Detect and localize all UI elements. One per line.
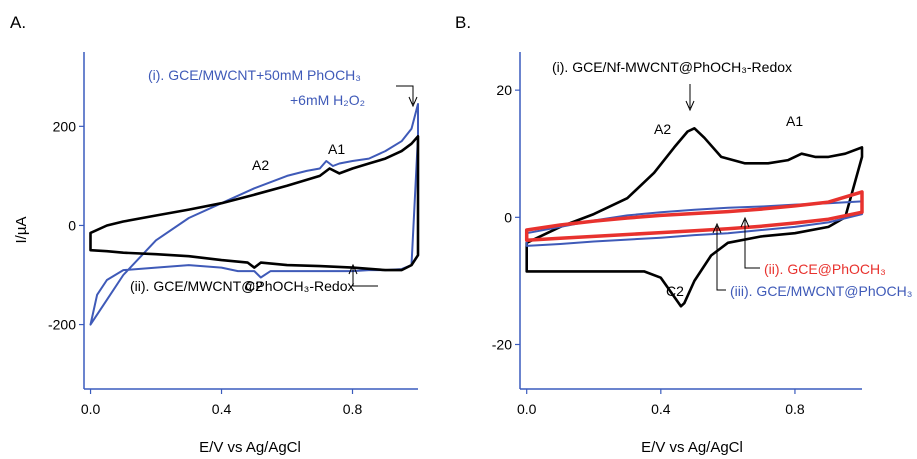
panel-b-y-tick-label: 0 (504, 209, 512, 225)
panel-a-series-1 (89, 135, 420, 272)
panel-b-annotation-ii: (ii). GCE@PhOCH₃ (764, 261, 886, 277)
panel-a-y-tick-label: 200 (53, 118, 77, 134)
panel-b-annotation-iii: (iii). GCE/MWCNT@PhOCH₃ (730, 283, 912, 299)
panel-b-series-0 (525, 127, 864, 308)
panel-a-x-tick-label: 0.4 (212, 401, 232, 417)
panel-a-series (89, 103, 420, 326)
panel-a-arrow-i (396, 85, 414, 104)
panel-a-label: A. (10, 13, 26, 32)
panel-a-peak-a1: A1 (328, 141, 345, 157)
panel-a-y-tick-label: 0 (68, 217, 76, 233)
panel-a-arrowhead-ii (348, 263, 358, 275)
panel-b-arrowhead-ii (740, 216, 750, 228)
panel-b-ticks: 0.0 0.4 0.8 -20 0 20 (492, 82, 805, 417)
panel-a-arrow-ii (352, 267, 378, 287)
panel-b-arrow-ii (744, 220, 760, 269)
panel-a-y-tick-label: -200 (48, 317, 76, 333)
panel-b-peak-a1: A1 (786, 113, 803, 129)
panel-b-y-tick-label: -20 (492, 336, 512, 352)
panel-b-x-tick-label: 0.0 (517, 401, 537, 417)
panel-b-peak-c2: C2 (666, 283, 684, 299)
panel-a-xlabel: E/V vs Ag/AgCl (199, 439, 301, 456)
panel-a-x-tick-label: 0.0 (81, 401, 101, 417)
panel-b-annotation-i: (i). GCE/Nf-MWCNT@PhOCH₃-Redox (552, 59, 792, 75)
panel-b-xlabel: E/V vs Ag/AgCl (641, 439, 743, 456)
panel-b-axes (519, 52, 862, 390)
panel-b-y-tick-label: 20 (496, 82, 512, 98)
panel-b-series-1 (525, 200, 863, 247)
panel-b-series-2 (524, 190, 864, 242)
panel-a-series-0 (89, 103, 419, 326)
panel-b-x-tick-label: 0.4 (651, 401, 671, 417)
panel-a: A. 0.0 0.4 0.8 -200 0 200 I/µA E/V vs Ag/AgCl… (10, 13, 420, 456)
panel-b-label: B. (455, 13, 471, 32)
panel-a-ylabel: I/µA (13, 217, 30, 244)
panel-b-arrow-iii (716, 226, 726, 291)
panel-b-peak-a2: A2 (654, 121, 671, 137)
panel-b-series (524, 127, 864, 308)
panel-b-x-tick-label: 0.8 (785, 401, 805, 417)
panel-a-peak-a2: A2 (252, 157, 269, 173)
panel-a-annotation-i: (i). GCE/MWCNT+50mM PhOCH₃ (148, 67, 361, 83)
panel-b: B. 0.0 0.4 0.8 -20 0 20 E/V vs Ag/AgCl (i). G… (455, 13, 912, 456)
panel-b-arrowhead-iii (712, 222, 722, 234)
panel-a-peak-c2: C2 (245, 278, 263, 294)
panel-a-arrowhead-i (408, 96, 418, 108)
panel-a-x-tick-label: 0.8 (343, 401, 363, 417)
panel-a-axes (83, 52, 418, 390)
panel-a-annotation-ii: (ii). GCE/MWCNT@PhOCH₃-Redox (130, 278, 354, 294)
panel-a-annotation-i-cont: +6mM H₂O₂ (290, 92, 365, 108)
panel-b-arrowhead-i (685, 100, 695, 112)
panel-a-ticks: 0.0 0.4 0.8 -200 0 200 (48, 118, 362, 417)
